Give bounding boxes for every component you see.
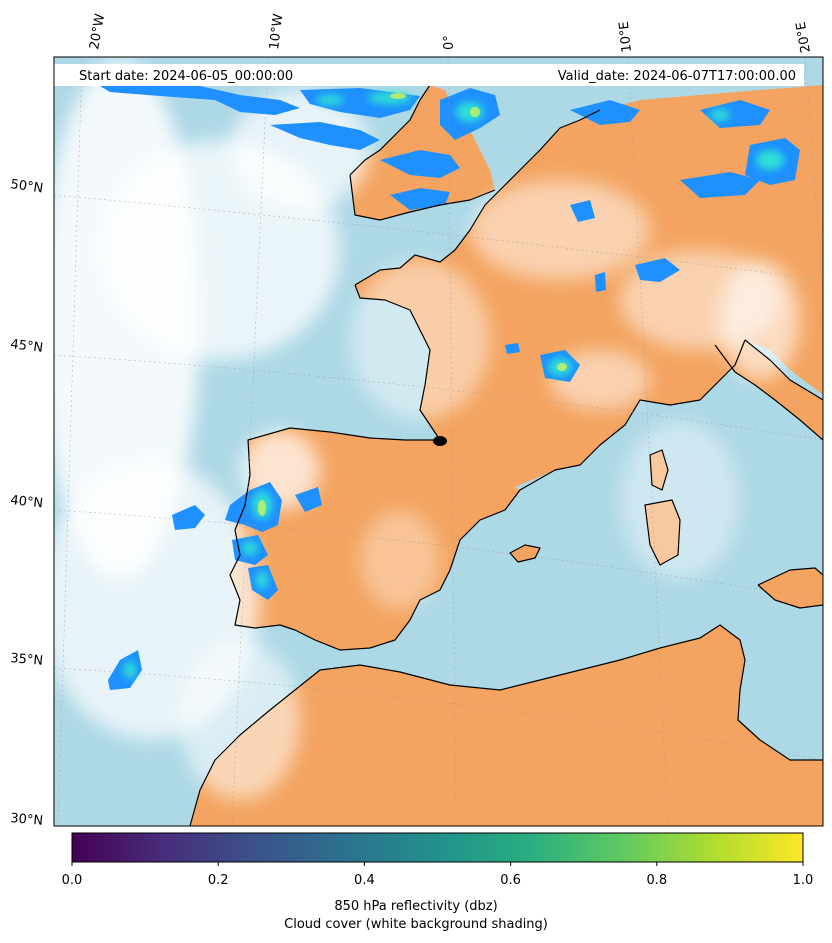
start-date-label: Start date: 2024-06-05_00:00:00 xyxy=(79,69,293,84)
colorbar-label-cloud-cover: Cloud cover (white background shading) xyxy=(284,917,548,932)
colorbar-tick-3: 0.6 xyxy=(500,873,521,888)
colorbar-ticks xyxy=(71,862,804,866)
cloud-cover xyxy=(54,60,800,800)
lon-label-20w: 20°W xyxy=(87,13,108,51)
colorbar-label-reflectivity: 850 hPa reflectivity (dbz) xyxy=(334,899,498,914)
colorbar-tick-1: 0.2 xyxy=(208,873,229,888)
coast-sicily xyxy=(757,567,823,609)
reflectivity-echoes xyxy=(100,86,800,690)
coast-sardinia xyxy=(644,499,681,566)
lon-label-20e: 20°E xyxy=(794,21,814,54)
coast-corsica xyxy=(649,449,669,491)
lat-label-40n: 40°N xyxy=(10,493,44,511)
land-north-africa xyxy=(190,625,823,826)
coast-france-iberia xyxy=(229,109,746,651)
map-area: Start date: 2024-06-05_00:00:00 Valid_da… xyxy=(54,57,823,826)
latitude-labels: 50°N 45°N 40°N 35°N 30°N xyxy=(9,177,44,829)
longitude-labels: 20°W 10°W 0° 10°E 20°E xyxy=(87,13,814,54)
colorbar-tick-4: 0.8 xyxy=(646,873,667,888)
lat-label-45n: 45°N xyxy=(10,337,44,356)
coast-balearic xyxy=(509,544,541,563)
colorbar-gradient xyxy=(71,832,804,863)
coast-north-africa xyxy=(189,624,823,826)
lon-label-0: 0° xyxy=(442,35,457,50)
location-marker xyxy=(433,436,447,446)
colorbar-tick-5: 1.0 xyxy=(793,873,814,888)
map-frame xyxy=(53,56,824,827)
lon-label-10w: 10°W xyxy=(267,13,286,51)
lat-label-30n: 30°N xyxy=(10,811,44,829)
date-band xyxy=(54,64,804,86)
valid-date-label: Valid_date: 2024-06-07T17:00:00.00 xyxy=(558,69,796,84)
colorbar: 0.0 0.2 0.4 0.6 0.8 1.0 xyxy=(62,832,814,888)
colorbar-tick-0: 0.0 xyxy=(62,873,83,888)
colorbar-tick-2: 0.4 xyxy=(354,873,375,888)
coast-britain xyxy=(349,84,496,221)
graticule xyxy=(54,57,823,826)
coast-italy xyxy=(714,339,823,441)
coastlines xyxy=(189,84,823,826)
lat-label-35n: 35°N xyxy=(10,651,44,669)
lon-label-10e: 10°E xyxy=(617,20,635,53)
lat-label-50n: 50°N xyxy=(9,177,44,196)
